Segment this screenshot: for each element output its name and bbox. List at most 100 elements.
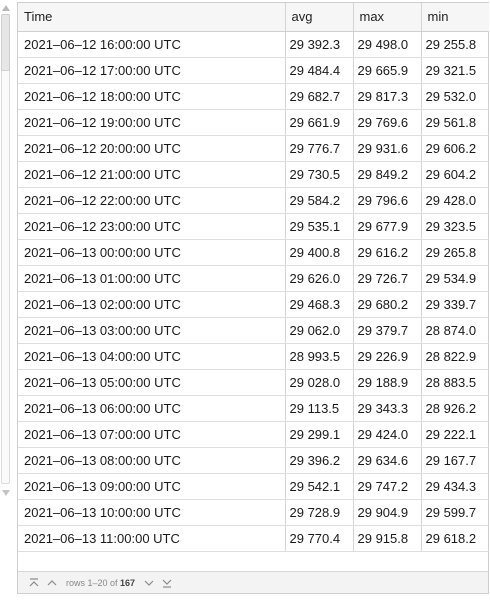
- cell-max: 29 665.9: [353, 57, 422, 84]
- cell-time: 2021–06–13 11:00:00 UTC: [18, 525, 286, 552]
- cell-time: 2021–06–13 02:00:00 UTC: [18, 291, 286, 318]
- rows-range-text: rows 1–20 of 167: [66, 578, 135, 588]
- table-header: Time avg max min: [18, 3, 489, 32]
- cell-max: 29 616.2: [353, 239, 422, 266]
- cell-min: 29 323.5: [421, 213, 489, 240]
- scroll-thumb[interactable]: [1, 14, 10, 71]
- cell-min: 29 321.5: [421, 57, 489, 84]
- previous-page-icon[interactable]: [44, 575, 60, 591]
- column-header-min[interactable]: min: [421, 3, 489, 32]
- table-row[interactable]: 2021–06–13 02:00:00 UTC 29 468.3 29 680.2 2…: [18, 291, 489, 318]
- cell-min: 29 222.1: [421, 421, 489, 448]
- column-header-avg[interactable]: avg: [285, 3, 354, 32]
- cell-time: 2021–06–13 01:00:00 UTC: [18, 265, 286, 292]
- cell-min: 29 618.2: [421, 525, 489, 552]
- column-header-max[interactable]: max: [353, 3, 422, 32]
- cell-max: 29 849.2: [353, 161, 422, 188]
- cell-min: 29 265.8: [421, 239, 489, 266]
- cell-min: 29 606.2: [421, 135, 489, 162]
- cell-min: 28 883.5: [421, 369, 489, 396]
- rows-total-count: 167: [120, 577, 136, 588]
- table-row[interactable]: 2021–06–12 16:00:00 UTC 29 392.3 29 498.0 2…: [18, 31, 489, 58]
- cell-avg: 29 062.0: [285, 317, 354, 344]
- vertical-scrollbar[interactable]: [0, 2, 12, 496]
- scroll-down-arrow-icon[interactable]: [2, 490, 10, 496]
- table-row[interactable]: 2021–06–13 04:00:00 UTC 28 993.5 29 226.9 2…: [18, 343, 489, 370]
- cell-avg: 29 770.4: [285, 525, 354, 552]
- table-body: 2021–06–12 16:00:00 UTC 29 392.3 29 498.0 2…: [18, 31, 489, 552]
- cell-max: 29 931.6: [353, 135, 422, 162]
- table-row[interactable]: 2021–06–13 10:00:00 UTC 29 728.9 29 904.9 2…: [18, 499, 489, 526]
- cell-avg: 29 542.1: [285, 473, 354, 500]
- table-row[interactable]: 2021–06–13 08:00:00 UTC 29 396.2 29 634.6 2…: [18, 447, 489, 474]
- last-page-icon[interactable]: [159, 575, 175, 591]
- table-row[interactable]: 2021–06–12 20:00:00 UTC 29 776.7 29 931.6 2…: [18, 135, 489, 162]
- table-row[interactable]: 2021–06–13 07:00:00 UTC 29 299.1 29 424.0 2…: [18, 421, 489, 448]
- cell-time: 2021–06–12 23:00:00 UTC: [18, 213, 286, 240]
- table-row[interactable]: 2021–06–12 23:00:00 UTC 29 535.1 29 677.9 2…: [18, 213, 489, 240]
- cell-min: 29 604.2: [421, 161, 489, 188]
- cell-avg: 29 661.9: [285, 109, 354, 136]
- cell-avg: 29 299.1: [285, 421, 354, 448]
- cell-max: 29 904.9: [353, 499, 422, 526]
- first-page-icon[interactable]: [26, 575, 42, 591]
- cell-time: 2021–06–12 22:00:00 UTC: [18, 187, 286, 214]
- next-page-icon[interactable]: [141, 575, 157, 591]
- data-table-panel: Time avg max min 2021–06–12 16:00:00 UTC…: [17, 2, 489, 594]
- cell-min: 29 434.3: [421, 473, 489, 500]
- cell-avg: 29 028.0: [285, 369, 354, 396]
- table-row[interactable]: 2021–06–13 03:00:00 UTC 29 062.0 29 379.7 2…: [18, 317, 489, 344]
- cell-min: 29 534.9: [421, 265, 489, 292]
- table-row[interactable]: 2021–06–13 00:00:00 UTC 29 400.8 29 616.2 2…: [18, 239, 489, 266]
- cell-max: 29 188.9: [353, 369, 422, 396]
- cell-max: 29 226.9: [353, 343, 422, 370]
- table-row[interactable]: 2021–06–13 05:00:00 UTC 29 028.0 29 188.9 2…: [18, 369, 489, 396]
- table-row[interactable]: 2021–06–12 21:00:00 UTC 29 730.5 29 849.2 2…: [18, 161, 489, 188]
- cell-min: 28 926.2: [421, 395, 489, 422]
- cell-avg: 29 728.9: [285, 499, 354, 526]
- cell-avg: 29 682.7: [285, 83, 354, 110]
- pagination-bar: rows 1–20 of 167: [18, 571, 488, 593]
- cell-min: 29 561.8: [421, 109, 489, 136]
- cell-max: 29 634.6: [353, 447, 422, 474]
- cell-avg: 29 392.3: [285, 31, 354, 58]
- cell-time: 2021–06–13 09:00:00 UTC: [18, 473, 286, 500]
- scroll-track[interactable]: [1, 14, 10, 484]
- cell-avg: 29 776.7: [285, 135, 354, 162]
- cell-avg: 29 468.3: [285, 291, 354, 318]
- cell-max: 29 343.3: [353, 395, 422, 422]
- cell-avg: 29 730.5: [285, 161, 354, 188]
- table-row[interactable]: 2021–06–13 06:00:00 UTC 29 113.5 29 343.3 2…: [18, 395, 489, 422]
- scroll-up-arrow-icon[interactable]: [2, 5, 10, 11]
- table-row[interactable]: 2021–06–13 11:00:00 UTC 29 770.4 29 915.8 2…: [18, 525, 489, 552]
- table-row[interactable]: 2021–06–12 22:00:00 UTC 29 584.2 29 796.6 2…: [18, 187, 489, 214]
- cell-min: 29 428.0: [421, 187, 489, 214]
- cell-time: 2021–06–12 20:00:00 UTC: [18, 135, 286, 162]
- cell-max: 29 915.8: [353, 525, 422, 552]
- cell-min: 29 532.0: [421, 83, 489, 110]
- table-row[interactable]: 2021–06–13 09:00:00 UTC 29 542.1 29 747.2 2…: [18, 473, 489, 500]
- cell-time: 2021–06–12 18:00:00 UTC: [18, 83, 286, 110]
- cell-avg: 29 396.2: [285, 447, 354, 474]
- cell-time: 2021–06–13 07:00:00 UTC: [18, 421, 286, 448]
- cell-max: 29 498.0: [353, 31, 422, 58]
- table-row[interactable]: 2021–06–12 17:00:00 UTC 29 484.4 29 665.9 2…: [18, 57, 489, 84]
- cell-avg: 29 484.4: [285, 57, 354, 84]
- cell-avg: 29 400.8: [285, 239, 354, 266]
- cell-time: 2021–06–12 19:00:00 UTC: [18, 109, 286, 136]
- cell-max: 29 379.7: [353, 317, 422, 344]
- header-row: Time avg max min: [18, 3, 489, 32]
- cell-min: 29 599.7: [421, 499, 489, 526]
- table-row[interactable]: 2021–06–13 01:00:00 UTC 29 626.0 29 726.7 2…: [18, 265, 489, 292]
- rows-range-label: rows 1–20 of: [66, 577, 118, 588]
- table-row[interactable]: 2021–06–12 19:00:00 UTC 29 661.9 29 769.6 2…: [18, 109, 489, 136]
- cell-time: 2021–06–13 10:00:00 UTC: [18, 499, 286, 526]
- table-row[interactable]: 2021–06–12 18:00:00 UTC 29 682.7 29 817.3 2…: [18, 83, 489, 110]
- column-header-time[interactable]: Time: [18, 3, 286, 32]
- cell-time: 2021–06–12 21:00:00 UTC: [18, 161, 286, 188]
- cell-max: 29 677.9: [353, 213, 422, 240]
- cell-time: 2021–06–13 05:00:00 UTC: [18, 369, 286, 396]
- cell-min: 29 339.7: [421, 291, 489, 318]
- cell-avg: 29 584.2: [285, 187, 354, 214]
